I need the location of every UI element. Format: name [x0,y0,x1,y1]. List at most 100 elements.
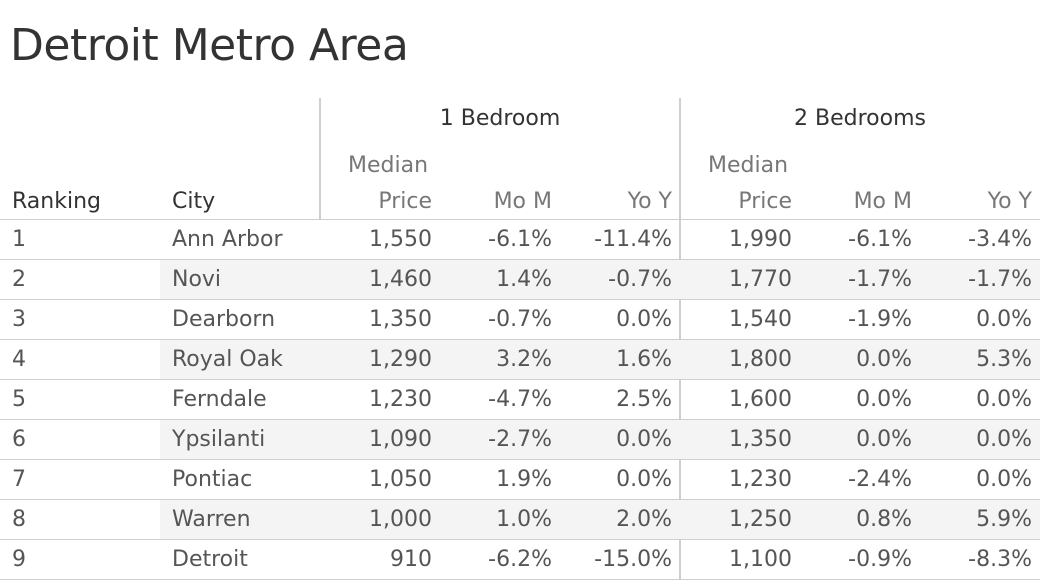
row-divider [0,339,1040,340]
cell-rank: 2 [12,267,26,292]
table-row: 2 Novi 1,460 1.4% -0.7% 1,770 -1.7% -1.7% [0,260,1040,300]
cell-b1-price: 1,050 [369,467,432,492]
row-shade-data [320,340,1040,380]
cell-b2-yoy: -8.3% [968,547,1032,572]
cell-b2-yoy: 0.0% [976,307,1032,332]
table-row: 8 Warren 1,000 1.0% 2.0% 1,250 0.8% 5.9% [0,500,1040,540]
table-row: 1 Ann Arbor 1,550 -6.1% -11.4% 1,990 -6.1% -3.4… [0,220,1040,260]
cell-city: Royal Oak [172,347,283,372]
row-shade-data [320,420,1040,460]
cell-b1-price: 910 [390,547,432,572]
cell-city: Ann Arbor [172,227,283,252]
cell-rank: 4 [12,347,26,372]
cell-rank: 5 [12,387,26,412]
cell-b1-yoy: -11.4% [594,227,672,252]
cell-city: Ypsilanti [172,427,266,452]
cell-b2-yoy: 5.3% [976,347,1032,372]
row-shade-city [160,500,320,540]
cell-b2-yoy: 0.0% [976,387,1032,412]
cell-b1-yoy: -15.0% [594,547,672,572]
cell-b1-mom: 1.0% [496,507,552,532]
table-row: 7 Pontiac 1,050 1.9% 0.0% 1,230 -2.4% 0.0% [0,460,1040,500]
cell-b1-price: 1,550 [369,227,432,252]
row-shade-data [320,500,1040,540]
cell-b2-yoy: -3.4% [968,227,1032,252]
cell-rank: 6 [12,427,26,452]
row-divider [0,499,1040,500]
row-divider [0,259,1040,260]
cell-city: Warren [172,507,251,532]
cell-b2-price: 1,990 [729,227,792,252]
cell-b1-price: 1,350 [369,307,432,332]
row-shade-data [320,260,1040,300]
cell-city: Dearborn [172,307,276,332]
cell-b2-mom: 0.8% [856,507,912,532]
cell-rank: 8 [12,507,26,532]
cell-b2-mom: 0.0% [856,427,912,452]
group-header-2-bedrooms: 2 Bedrooms [794,106,926,131]
cell-b2-price: 1,600 [729,387,792,412]
cell-b1-mom: 1.9% [496,467,552,492]
header-b1-median: Median [348,153,429,178]
cell-b1-yoy: -0.7% [608,267,672,292]
cell-b2-price: 1,100 [729,547,792,572]
cell-city: Novi [172,267,222,292]
cell-b1-price: 1,000 [369,507,432,532]
cell-b2-price: 1,540 [729,307,792,332]
cell-b2-mom: -1.9% [848,307,912,332]
cell-b1-mom: -4.7% [488,387,552,412]
row-divider [0,219,1040,220]
header-b2-median: Median [708,153,789,178]
cell-b1-yoy: 0.0% [616,467,672,492]
cell-b2-yoy: 0.0% [976,467,1032,492]
cell-b2-price: 1,250 [729,507,792,532]
cell-b1-price: 1,290 [369,347,432,372]
cell-b1-yoy: 0.0% [616,427,672,452]
cell-b1-mom: 1.4% [496,267,552,292]
header-b1-mom: Mo M [493,189,552,214]
cell-b1-price: 1,460 [369,267,432,292]
row-shade-city [160,260,320,300]
table-row: 3 Dearborn 1,350 -0.7% 0.0% 1,540 -1.9% 0.0% [0,300,1040,340]
table-row: 5 Ferndale 1,230 -4.7% 2.5% 1,600 0.0% 0.0% [0,380,1040,420]
row-divider [0,459,1040,460]
cell-b1-price: 1,090 [369,427,432,452]
cell-b2-mom: 0.0% [856,387,912,412]
header-b1-price: Price [378,189,432,214]
header-b2-mom: Mo M [853,189,912,214]
header-ranking: Ranking [12,189,101,214]
row-divider [0,299,1040,300]
cell-b1-yoy: 2.0% [616,507,672,532]
cell-b1-mom: -6.1% [488,227,552,252]
cell-b1-yoy: 1.6% [616,347,672,372]
cell-b1-mom: 3.2% [496,347,552,372]
cell-b2-yoy: -1.7% [968,267,1032,292]
cell-b2-mom: 0.0% [856,347,912,372]
table-row: 4 Royal Oak 1,290 3.2% 1.6% 1,800 0.0% 5.3% [0,340,1040,380]
cell-b1-yoy: 2.5% [616,387,672,412]
cell-b1-yoy: 0.0% [616,307,672,332]
cell-rank: 7 [12,467,26,492]
cell-rank: 1 [12,227,26,252]
cell-b2-price: 1,350 [729,427,792,452]
cell-b1-price: 1,230 [369,387,432,412]
cell-b2-mom: -2.4% [848,467,912,492]
table-row: 6 Ypsilanti 1,090 -2.7% 0.0% 1,350 0.0% 0.0% [0,420,1040,460]
cell-b2-mom: -0.9% [848,547,912,572]
row-divider [0,379,1040,380]
cell-b2-mom: -1.7% [848,267,912,292]
cell-b2-yoy: 5.9% [976,507,1032,532]
row-shade-city [160,420,320,460]
cell-city: Ferndale [172,387,267,412]
cell-b2-mom: -6.1% [848,227,912,252]
table-row: 9 Detroit 910 -6.2% -15.0% 1,100 -0.9% -8.3% [0,540,1040,580]
cell-city: Pontiac [172,467,253,492]
page-title: Detroit Metro Area [10,20,409,71]
row-divider [0,419,1040,420]
header-city: City [172,189,216,214]
cell-rank: 3 [12,307,26,332]
row-divider [0,539,1040,540]
group-header-1-bedroom: 1 Bedroom [439,106,561,131]
cell-rank: 9 [12,547,26,572]
